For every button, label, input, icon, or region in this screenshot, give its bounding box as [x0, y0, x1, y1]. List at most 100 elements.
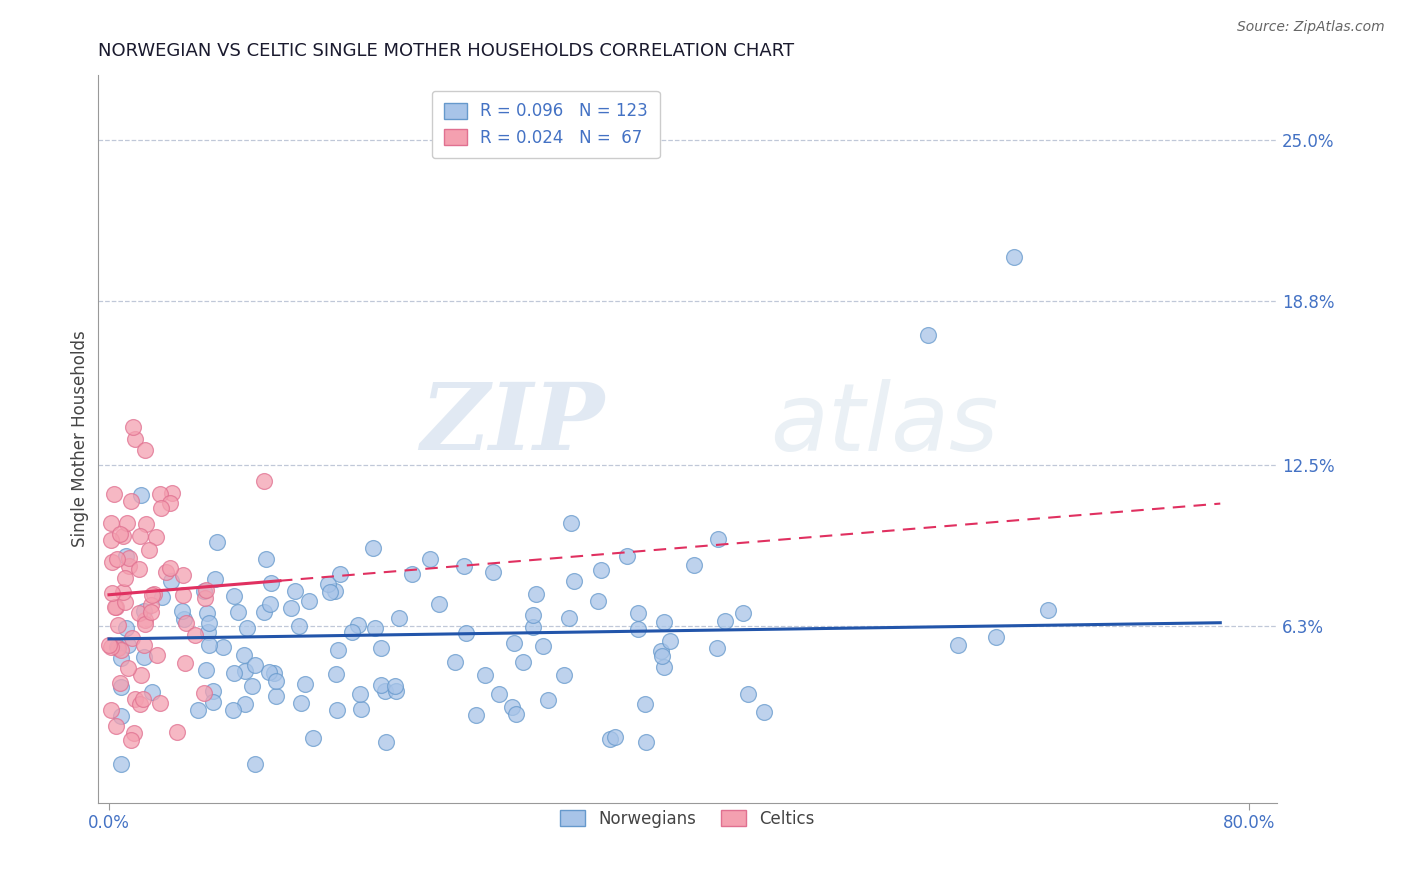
Point: [128, 697, 150, 711]
Point: [134, 442, 156, 457]
Point: [370, 641, 392, 656]
Point: [260, 575, 283, 590]
Point: [201, 695, 224, 709]
Point: [129, 668, 152, 682]
Point: [599, 731, 621, 746]
Point: [233, 648, 256, 662]
Point: [104, 599, 127, 614]
Point: [114, 595, 136, 609]
Point: [652, 660, 675, 674]
Point: [651, 648, 673, 663]
Point: [187, 703, 209, 717]
Text: NORWEGIAN VS CELTIC SINGLE MOTHER HOUSEHOLDS CORRELATION CHART: NORWEGIAN VS CELTIC SINGLE MOTHER HOUSEH…: [97, 42, 794, 60]
Point: [259, 665, 281, 679]
Point: [114, 571, 136, 585]
Point: [146, 648, 169, 663]
Point: [110, 680, 132, 694]
Point: [253, 605, 276, 619]
Point: [122, 419, 145, 434]
Point: [385, 684, 408, 698]
Point: [553, 668, 575, 682]
Point: [636, 735, 658, 749]
Point: [326, 703, 349, 717]
Point: [222, 589, 245, 603]
Point: [198, 615, 221, 630]
Point: [173, 611, 195, 625]
Point: [464, 708, 486, 723]
Point: [110, 651, 132, 665]
Point: [104, 600, 127, 615]
Point: [298, 594, 321, 608]
Point: [224, 665, 246, 680]
Point: [654, 615, 676, 629]
Point: [121, 631, 143, 645]
Point: [111, 584, 134, 599]
Point: [650, 643, 672, 657]
Point: [174, 656, 197, 670]
Point: [706, 640, 728, 655]
Point: [323, 583, 346, 598]
Point: [112, 529, 135, 543]
Point: [118, 551, 141, 566]
Point: [505, 706, 527, 721]
Point: [349, 687, 371, 701]
Point: [288, 619, 311, 633]
Point: [100, 703, 122, 717]
Point: [1002, 250, 1025, 264]
Point: [264, 690, 287, 704]
Point: [143, 587, 166, 601]
Point: [707, 532, 730, 546]
Point: [558, 610, 581, 624]
Point: [616, 549, 638, 563]
Point: [482, 565, 505, 579]
Point: [193, 583, 215, 598]
Point: [124, 432, 146, 446]
Point: [100, 516, 122, 530]
Point: [150, 500, 173, 515]
Point: [170, 604, 193, 618]
Point: [108, 676, 131, 690]
Point: [128, 562, 150, 576]
Point: [266, 674, 288, 689]
Point: [105, 552, 128, 566]
Point: [132, 692, 155, 706]
Point: [100, 533, 122, 548]
Point: [159, 496, 181, 510]
Point: [731, 606, 754, 620]
Y-axis label: Single Mother Households: Single Mother Households: [72, 331, 89, 548]
Point: [145, 530, 167, 544]
Point: [132, 639, 155, 653]
Point: [326, 643, 349, 657]
Point: [204, 572, 226, 586]
Point: [107, 641, 129, 656]
Point: [98, 638, 121, 652]
Point: [946, 638, 969, 652]
Point: [134, 649, 156, 664]
Point: [114, 549, 136, 563]
Point: [138, 543, 160, 558]
Point: [713, 615, 735, 629]
Point: [370, 678, 392, 692]
Point: [350, 702, 373, 716]
Point: [122, 726, 145, 740]
Point: [236, 621, 259, 635]
Point: [115, 516, 138, 530]
Point: [259, 597, 281, 611]
Point: [560, 516, 582, 531]
Point: [488, 687, 510, 701]
Point: [984, 630, 1007, 644]
Point: [502, 636, 524, 650]
Point: [166, 725, 188, 739]
Point: [522, 620, 544, 634]
Point: [212, 640, 235, 654]
Point: [605, 730, 627, 744]
Point: [141, 685, 163, 699]
Point: [120, 733, 142, 747]
Point: [537, 693, 560, 707]
Text: ZIP: ZIP: [420, 379, 605, 469]
Point: [184, 628, 207, 642]
Point: [531, 640, 554, 654]
Legend: Norwegians, Celtics: Norwegians, Celtics: [554, 803, 821, 834]
Point: [233, 665, 256, 679]
Point: [135, 517, 157, 532]
